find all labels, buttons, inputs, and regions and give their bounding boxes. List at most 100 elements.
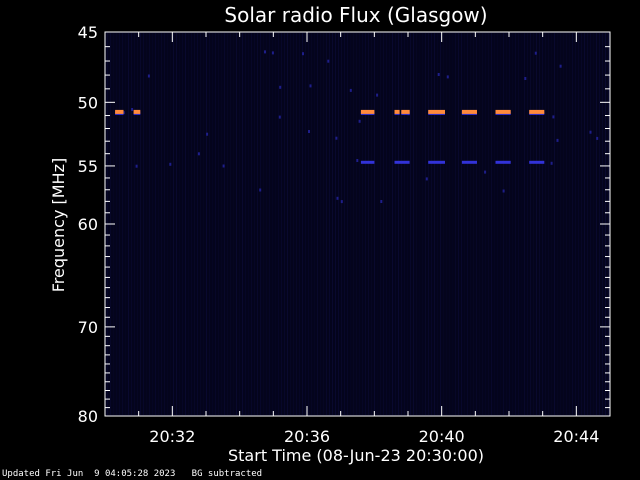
noise-speck: [524, 77, 527, 80]
noise-streak: [446, 33, 447, 415]
noise-streak: [206, 33, 207, 415]
noise-speck: [309, 84, 312, 88]
noise-streak: [473, 33, 474, 415]
noise-streak: [503, 33, 504, 415]
noise-streak: [188, 33, 189, 415]
noise-streak: [302, 33, 303, 415]
noise-streak: [320, 33, 321, 415]
y-tick-label: 60: [78, 215, 98, 234]
noise-streak: [536, 33, 537, 415]
noise-streak: [182, 33, 183, 415]
noise-speck: [502, 189, 505, 193]
noise-streak: [482, 33, 483, 415]
noise-streak: [557, 33, 558, 415]
noise-speck: [259, 188, 262, 192]
bg-subtracted-note: BG subtracted: [191, 469, 263, 479]
noise-streak: [416, 33, 417, 415]
noise-streak: [287, 33, 288, 415]
noise-speck: [222, 164, 225, 168]
medium-burst: [360, 160, 375, 164]
noise-streak: [215, 33, 216, 415]
medium-burst: [529, 160, 545, 164]
noise-streak: [356, 33, 357, 415]
medium-burst: [428, 160, 445, 164]
noise-streak: [380, 33, 381, 415]
noise-streak: [455, 33, 456, 415]
noise-speck: [550, 161, 553, 165]
noise-streak: [353, 33, 354, 415]
noise-streak: [527, 33, 528, 415]
noise-streak: [494, 33, 495, 415]
noise-streak: [146, 33, 147, 415]
strong-burst: [428, 109, 445, 114]
noise-streak: [179, 33, 180, 415]
noise-streak: [563, 33, 564, 415]
noise-streak: [119, 33, 120, 415]
y-tick-label: 50: [78, 93, 98, 112]
noise-streak: [428, 33, 429, 415]
noise-streak: [359, 33, 360, 415]
noise-streak: [122, 33, 123, 415]
noise-streak: [410, 33, 411, 415]
noise-streak: [317, 33, 318, 415]
noise-streak: [350, 33, 351, 415]
x-tick-label: 20:44: [553, 427, 599, 446]
noise-streak: [515, 33, 516, 415]
noise-streak: [329, 33, 330, 415]
noise-streak: [518, 33, 519, 415]
strong-burst: [394, 109, 400, 114]
noise-streak: [290, 33, 291, 415]
noise-streak: [164, 33, 165, 415]
noise-streak: [134, 33, 135, 415]
noise-streak: [212, 33, 213, 415]
noise-streak: [431, 33, 432, 415]
noise-streak: [272, 33, 273, 415]
noise-streak: [578, 33, 579, 415]
noise-streak: [365, 33, 366, 415]
x-axis: 20:32 20:36 20:40 20:44: [104, 32, 611, 446]
noise-speck: [340, 200, 343, 204]
noise-streak: [593, 33, 594, 415]
noise-streak: [404, 33, 405, 415]
noise-streak: [314, 33, 315, 415]
noise-streak: [458, 33, 459, 415]
noise-streak: [464, 33, 465, 415]
noise-streak: [467, 33, 468, 415]
noise-streak: [230, 33, 231, 415]
noise-streak: [497, 33, 498, 415]
noise-streak: [131, 33, 132, 415]
noise-streak: [413, 33, 414, 415]
noise-speck: [376, 93, 379, 97]
plot-area: [105, 32, 610, 416]
noise-streak: [452, 33, 453, 415]
x-axis-label: Start Time (08-Jun-23 20:30:00): [228, 446, 484, 465]
noise-speck: [206, 132, 209, 136]
noise-streak: [173, 33, 174, 415]
noise-speck: [131, 108, 134, 111]
noise-streak: [209, 33, 210, 415]
noise-speck: [264, 50, 266, 54]
noise-streak: [443, 33, 444, 415]
noise-streak: [491, 33, 492, 415]
noise-streak: [488, 33, 489, 415]
noise-speck: [446, 75, 449, 79]
noise-speck: [559, 64, 562, 68]
noise-streak: [278, 33, 279, 415]
noise-speck: [425, 177, 428, 181]
y-tick-label: 70: [78, 318, 98, 337]
noise-streak: [311, 33, 312, 415]
noise-streak: [266, 33, 267, 415]
burst-layer: [115, 109, 545, 164]
noise-streak: [323, 33, 324, 415]
noise-streak: [521, 33, 522, 415]
strong-burst: [461, 109, 477, 114]
noise-streak: [191, 33, 192, 415]
noise-streak: [254, 33, 255, 415]
noise-streak: [143, 33, 144, 415]
noise-streak: [371, 33, 372, 415]
noise-speck: [356, 159, 359, 162]
noise-streak: [461, 33, 462, 415]
noise-streak: [296, 33, 297, 415]
noise-streak: [344, 33, 345, 415]
